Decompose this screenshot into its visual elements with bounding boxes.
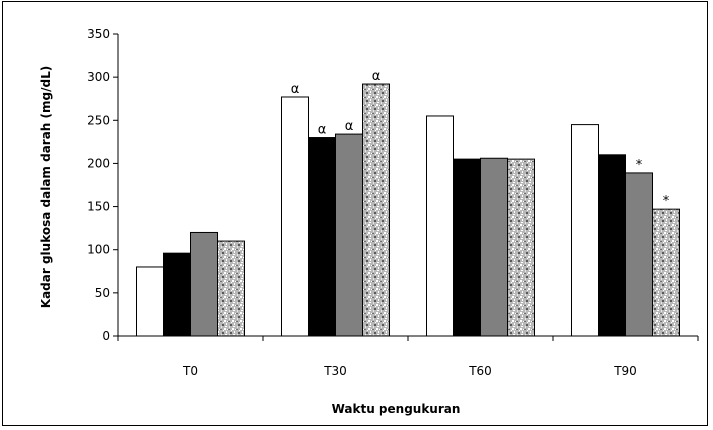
bar-T90-3 xyxy=(625,172,653,337)
y-tick-label: 350 xyxy=(87,27,110,41)
y-axis-label: Kadar glukosa dalam darah (mg/dL) xyxy=(39,66,53,308)
x-tick-label: T0 xyxy=(182,364,198,378)
bar-annotation: α xyxy=(291,82,300,97)
bar-T0-4 xyxy=(217,240,245,337)
bar-annotation: * xyxy=(636,158,643,173)
x-tick-label: T30 xyxy=(323,364,347,378)
bar-T30-3 xyxy=(335,133,363,337)
bar-T60-3 xyxy=(480,157,508,337)
chart-frame xyxy=(2,1,708,426)
bar-T30-4 xyxy=(362,83,390,337)
bar-T60-2 xyxy=(453,158,481,337)
bar-annotation: α xyxy=(318,123,327,138)
bar-T90-1 xyxy=(571,124,599,337)
bar-annotation: α xyxy=(372,69,381,84)
bar-T30-2 xyxy=(308,137,336,337)
bar-annotation: * xyxy=(663,194,670,209)
y-tick-label: 100 xyxy=(87,243,110,257)
bar-T90-2 xyxy=(598,154,626,337)
y-tick-label: 0 xyxy=(102,329,110,343)
y-tick-label: 50 xyxy=(95,286,110,300)
x-tick-label: T60 xyxy=(468,364,492,378)
bar-T0-2 xyxy=(163,252,191,337)
bar-T60-4 xyxy=(507,158,535,337)
y-tick-label: 300 xyxy=(87,70,110,84)
bar-T0-1 xyxy=(136,266,164,337)
x-axis-label: Waktu pengukuran xyxy=(332,402,461,416)
y-tick-label: 200 xyxy=(87,156,110,170)
bar-T0-3 xyxy=(190,231,218,337)
bar-T90-4 xyxy=(652,208,680,337)
x-tick-label: T90 xyxy=(613,364,637,378)
bar-T30-1 xyxy=(281,96,309,337)
bar-annotation: α xyxy=(345,119,354,134)
y-tick-label: 250 xyxy=(87,113,110,127)
y-tick-label: 150 xyxy=(87,200,110,214)
bar-T60-1 xyxy=(426,115,454,337)
